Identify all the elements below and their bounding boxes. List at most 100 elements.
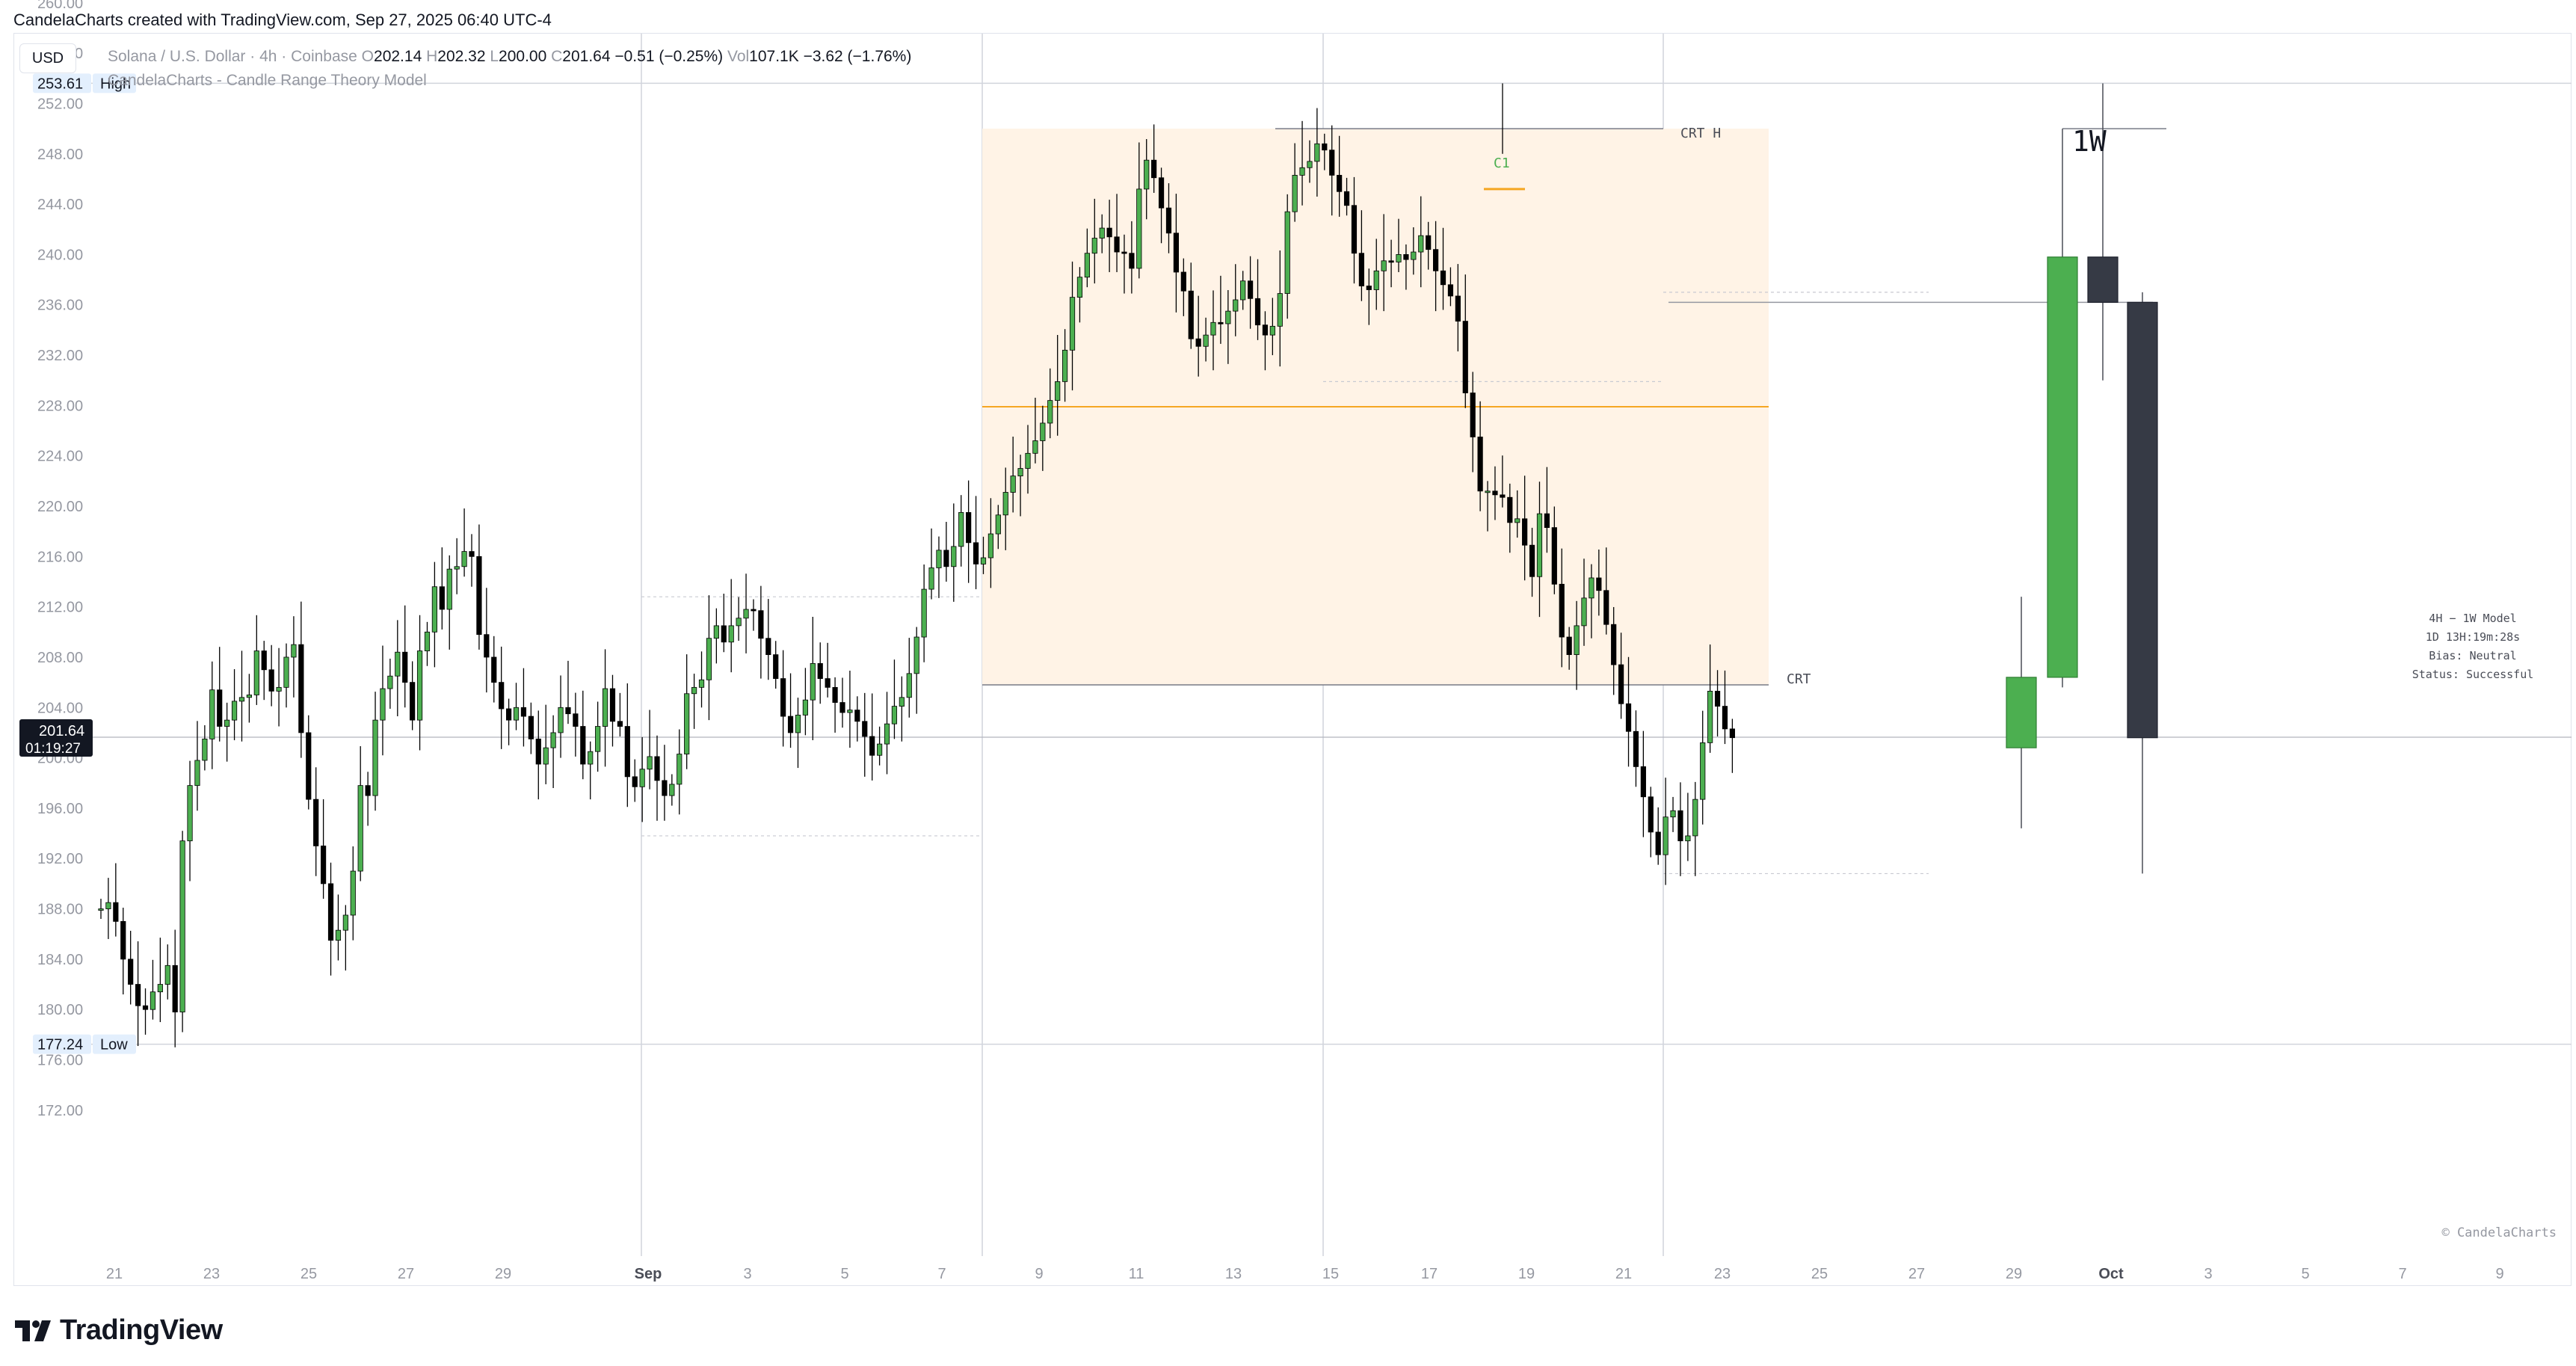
candle-down — [320, 846, 327, 884]
candle-up — [728, 625, 734, 643]
candle-up — [1685, 835, 1691, 842]
htf-candle-down — [2127, 301, 2158, 739]
candle-up — [424, 631, 431, 651]
x-axis-tick: 5 — [840, 1266, 848, 1282]
candle-down — [966, 512, 972, 544]
candle-up — [372, 719, 378, 796]
currency-button[interactable]: USD — [19, 43, 76, 73]
candle-up — [884, 723, 890, 745]
candle-down — [624, 726, 630, 778]
candle-down — [721, 625, 727, 643]
candle-up — [98, 908, 104, 911]
last-price-value: 201.64 — [39, 723, 84, 739]
indicator-title[interactable]: CandelaCharts - Candle Range Theory Mode… — [108, 72, 427, 89]
candle-down — [1254, 298, 1261, 326]
y-axis-tick: 196.00 — [37, 801, 83, 817]
candle-down — [506, 708, 512, 721]
candle-down — [1343, 191, 1350, 206]
copyright-label: © CandelaCharts — [2441, 1225, 2557, 1240]
candle-down — [410, 682, 416, 721]
low-label: L — [490, 48, 499, 65]
candle-down — [565, 707, 571, 715]
candle-up — [906, 673, 912, 698]
candle-up — [276, 686, 282, 692]
y-axis-tick: 232.00 — [37, 348, 83, 364]
candle-down — [1158, 177, 1165, 209]
candle-up — [454, 566, 460, 570]
candle-down — [1188, 290, 1194, 339]
price-marker-value: 253.61 — [37, 76, 83, 92]
c1-label: C1 — [1494, 156, 1510, 171]
candle-down — [528, 716, 534, 739]
change-value: −0.51 (−0.25%) — [614, 48, 724, 65]
candle-up — [1269, 325, 1275, 336]
candle-down — [1366, 286, 1372, 290]
candle-up — [1536, 513, 1543, 577]
price-marker-label-bg — [93, 73, 136, 93]
candle-down — [869, 736, 875, 756]
candle-up — [224, 719, 230, 727]
candle-down — [773, 654, 779, 679]
x-axis-tick: 23 — [1714, 1266, 1731, 1282]
candle-down — [172, 964, 178, 1012]
volume-change: −3.62 (−1.76%) — [803, 48, 912, 65]
x-axis-tick: 25 — [1811, 1266, 1828, 1282]
candle-down — [787, 716, 794, 733]
high-label: H — [426, 48, 438, 65]
y-axis-tick: 228.00 — [37, 398, 83, 414]
tradingview-logo[interactable]: TradingView — [15, 1314, 223, 1347]
candle-down — [1655, 831, 1661, 855]
candle-up — [743, 609, 749, 619]
x-axis-tick: 13 — [1225, 1266, 1242, 1282]
candle-up — [1076, 277, 1083, 298]
candle-up — [1515, 518, 1520, 523]
candle-down — [1462, 321, 1468, 393]
candle-up — [684, 693, 690, 754]
candle-down — [765, 638, 771, 655]
y-axis-tick: 252.00 — [37, 96, 83, 112]
candle-down — [1195, 338, 1201, 347]
candle-down — [1633, 730, 1639, 767]
price-marker-label-bg — [93, 1034, 136, 1054]
candle-down — [1551, 527, 1557, 585]
candle-up — [1411, 251, 1417, 260]
candle-up — [1663, 816, 1668, 855]
candle-up — [1233, 299, 1239, 312]
candle-up — [238, 697, 245, 702]
info-box-line: 1D 13H:19m:28s — [2426, 630, 2520, 644]
symbol-description[interactable]: Solana / U.S. Dollar · 4h · Coinbase — [108, 48, 357, 65]
candle-down — [1388, 260, 1394, 263]
candle-up — [1010, 476, 1016, 493]
x-axis-tick: 9 — [1035, 1266, 1043, 1282]
candle-down — [1173, 233, 1179, 273]
y-axis-tick: 220.00 — [37, 499, 83, 515]
candle-down — [632, 776, 638, 787]
candle-up — [150, 991, 156, 1010]
candle-up — [1373, 270, 1379, 290]
candle-up — [951, 546, 957, 567]
x-axis-tick: 29 — [495, 1266, 511, 1282]
candle-down — [758, 610, 764, 639]
candle-up — [847, 710, 853, 713]
candle-up — [283, 656, 289, 688]
candle-down — [217, 689, 223, 727]
candle-up — [1589, 577, 1594, 599]
candle-down — [1165, 207, 1172, 234]
candle-up — [1144, 159, 1150, 190]
x-axis-tick: 11 — [1129, 1266, 1144, 1282]
last-price-tag — [19, 719, 93, 757]
y-axis-tick: 244.00 — [37, 197, 83, 213]
candle-down — [825, 678, 831, 688]
candle-down — [1455, 295, 1461, 321]
price-marker-bg — [33, 73, 91, 93]
candle-down — [862, 721, 868, 737]
candle-down — [1625, 703, 1632, 732]
candle-up — [1292, 174, 1298, 212]
candle-up — [1225, 310, 1231, 324]
candle-down — [1522, 518, 1528, 546]
candle-up — [179, 840, 185, 1012]
candle-up — [1025, 452, 1031, 469]
candle-down — [1544, 513, 1550, 529]
price-marker-bg — [33, 1034, 91, 1054]
